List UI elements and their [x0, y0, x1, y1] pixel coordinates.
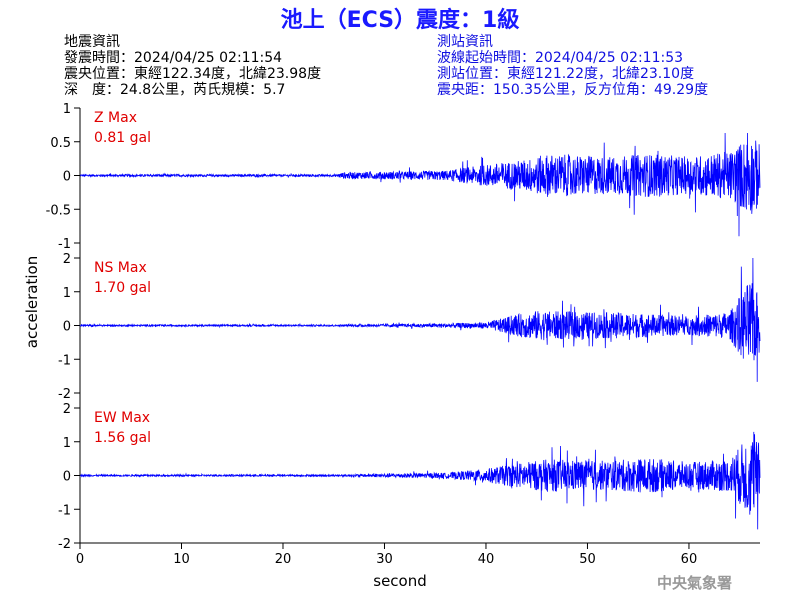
y-tick-label-ns: -1 [58, 353, 71, 368]
y-tick-label-ns: -2 [58, 387, 71, 402]
station-location: 測站位置：東經121.22度，北緯23.10度 [437, 66, 695, 82]
y-tick-label-ew: 1 [63, 436, 71, 451]
depth-magnitude: 深 度：24.8公里，芮氏規模：5.7 [64, 82, 286, 98]
max-value-ns: 1.70 gal [94, 280, 151, 296]
station-info-heading: 測站資訊 [437, 34, 493, 50]
y-tick-label-ns: 1 [63, 286, 71, 301]
earthquake-info-heading: 地震資訊 [64, 34, 120, 50]
trace-z [80, 132, 761, 237]
x-tick-label: 40 [478, 552, 495, 567]
y-tick-label-ns: 0 [63, 320, 71, 335]
x-axis-title: second [373, 572, 427, 590]
y-tick-label-ew: 2 [63, 402, 71, 417]
component-label-z: Z Max [94, 110, 137, 126]
origin-time: 發震時間：2024/04/25 02:11:54 [64, 50, 283, 66]
epicenter-location: 震央位置：東經122.34度，北緯23.98度 [64, 66, 322, 82]
x-tick-label: 30 [376, 552, 393, 567]
x-tick-label: 60 [681, 552, 698, 567]
trace-ns [79, 257, 761, 382]
earthquake-info: 地震資訊 發震時間：2024/04/25 02:11:54 震央位置：東經122… [64, 34, 321, 98]
component-label-ew: EW Max [94, 410, 150, 426]
trace-ew [79, 431, 761, 530]
x-tick-label: 20 [275, 552, 292, 567]
x-tick-label: 0 [76, 552, 84, 567]
y-tick-label-z: 0 [63, 170, 71, 185]
agency-credit: 中央氣象署 [657, 574, 733, 592]
y-tick-label-z: 0.5 [50, 136, 71, 151]
y-tick-label-z: -1 [58, 237, 71, 252]
component-label-ns: NS Max [94, 260, 147, 276]
x-tick-label: 50 [579, 552, 596, 567]
y-tick-label-ew: -1 [58, 503, 71, 518]
max-value-ew: 1.56 gal [94, 430, 151, 446]
chart-title: 池上（ECS）震度：1級 [280, 8, 520, 33]
x-tick-label: 10 [173, 552, 190, 567]
y-tick-label-ew: -2 [58, 537, 71, 552]
wave-start-time: 波線起始時間：2024/04/25 02:11:53 [437, 50, 684, 66]
y-tick-label-ew: 0 [63, 470, 71, 485]
y-tick-label-ns: 2 [63, 252, 71, 267]
y-axis-title: acceleration [23, 256, 41, 348]
max-value-z: 0.81 gal [94, 130, 151, 146]
y-tick-label-z: 1 [63, 102, 71, 117]
y-tick-label-z: -0.5 [46, 203, 71, 218]
epicentral-distance: 震央距：150.35公里，反方位角：49.29度 [437, 82, 709, 98]
station-info: 測站資訊 波線起始時間：2024/04/25 02:11:53 測站位置：東經1… [437, 34, 708, 98]
